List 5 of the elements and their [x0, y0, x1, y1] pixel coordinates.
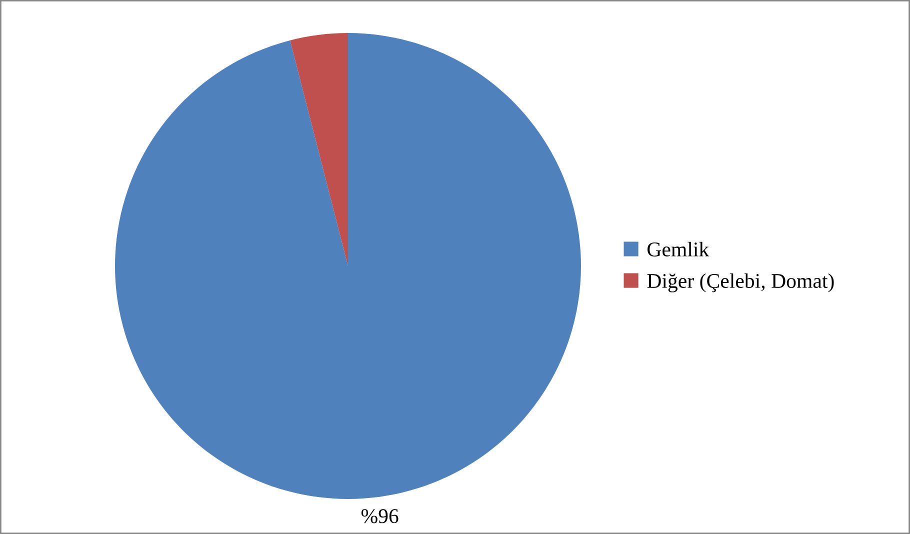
legend-label: Diğer (Çelebi, Domat) [647, 273, 834, 292]
pie-slice [115, 33, 581, 499]
legend-label: Gemlik [648, 242, 710, 256]
pie-slice [290, 33, 348, 266]
data-label: %96 [361, 509, 398, 524]
